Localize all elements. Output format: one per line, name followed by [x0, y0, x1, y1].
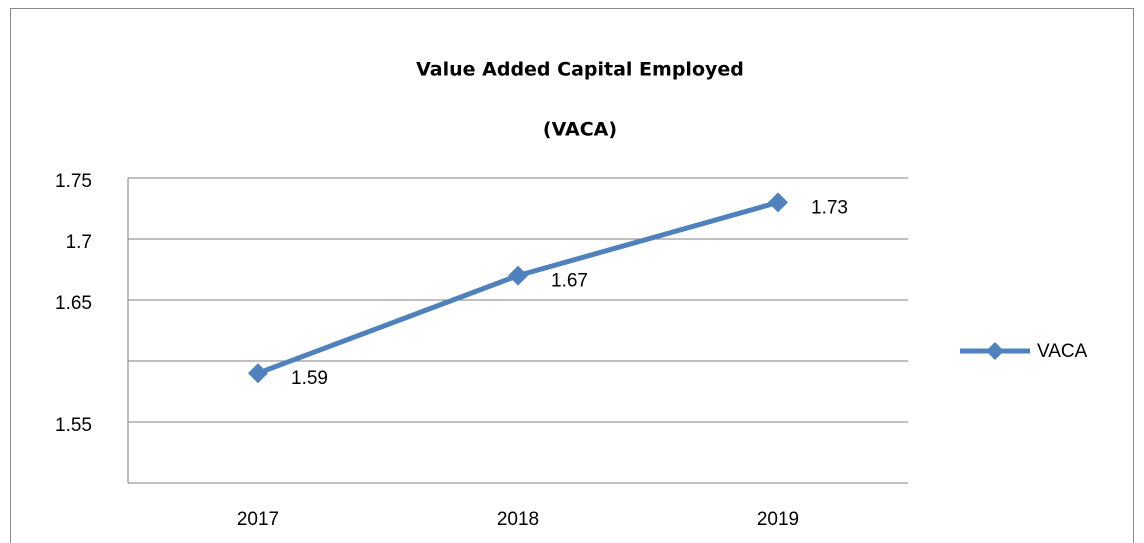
chart-border: [10, 8, 1134, 543]
data-label: 1.59: [291, 368, 328, 389]
y-tick-label: 1.65: [55, 293, 92, 314]
data-point: [768, 192, 788, 213]
x-tick-label: 2018: [497, 509, 539, 530]
x-tick-label: 2019: [757, 509, 799, 530]
data-point: [508, 265, 528, 286]
data-label: 1.73: [811, 197, 848, 218]
chart-subtitle: (VACA): [543, 119, 617, 141]
x-tick-label: 2017: [237, 509, 279, 530]
y-tick-label: 1.75: [55, 171, 92, 192]
chart-title: Value Added Capital Employed: [416, 59, 744, 81]
legend-label: VACA: [1037, 341, 1088, 362]
y-tick-label: 1.55: [55, 415, 92, 436]
data-label: 1.67: [551, 271, 588, 292]
y-tick-label: 1.7: [66, 232, 92, 253]
legend-marker: [986, 342, 1004, 360]
data-point: [248, 363, 268, 384]
